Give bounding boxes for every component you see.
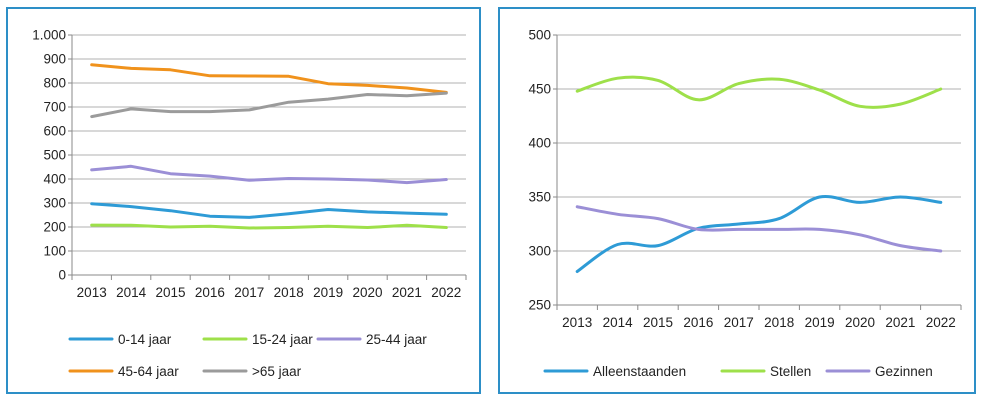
y-tick-label: 300 bbox=[528, 244, 551, 259]
x-tick-label: 2017 bbox=[234, 285, 264, 300]
y-tick-label: 300 bbox=[43, 196, 66, 211]
x-tick-label: 2014 bbox=[116, 285, 147, 300]
y-tick-label: 450 bbox=[528, 82, 551, 97]
series-line-25-44-jaar bbox=[90, 164, 448, 185]
x-tick-label: 2018 bbox=[274, 285, 304, 300]
x-tick-label: 2013 bbox=[562, 315, 592, 330]
x-tick-label: 2017 bbox=[724, 315, 754, 330]
series-line-65-jaar bbox=[90, 91, 448, 119]
y-tick-label: 500 bbox=[528, 28, 551, 43]
x-tick-label: 2013 bbox=[77, 285, 107, 300]
y-tick-label: 100 bbox=[43, 244, 66, 259]
legend-label-45-64-jaar: 45-64 jaar bbox=[118, 364, 179, 379]
x-tick-label: 2019 bbox=[805, 315, 835, 330]
y-tick-label: 400 bbox=[43, 172, 66, 187]
line-chart-age-groups: 0 100 200 300 400 500 600 700 800 900 1.000 2013 201… bbox=[32, 28, 467, 379]
legend-label-25-44-jaar: 25-44 jaar bbox=[366, 332, 427, 347]
y-tick-label: 1.000 bbox=[32, 28, 66, 43]
x-tick-label: 2015 bbox=[643, 315, 673, 330]
series-line-alleenstaanden bbox=[575, 194, 943, 274]
series-line-stellen bbox=[575, 75, 943, 109]
x-tick-label: 2022 bbox=[431, 285, 461, 300]
y-tick-label: 350 bbox=[528, 190, 551, 205]
line-chart-households: 250 300 350 400 450 500 2013 2014 2015 2016 2017 20… bbox=[528, 28, 962, 379]
x-tick-label: 2015 bbox=[155, 285, 185, 300]
series-line-gezinnen bbox=[575, 205, 943, 253]
y-tick-label: 200 bbox=[43, 220, 66, 235]
x-tick-label: 2016 bbox=[195, 285, 225, 300]
legend-label-stellen: Stellen bbox=[770, 364, 811, 379]
legend-label-15-24-jaar: 15-24 jaar bbox=[252, 332, 313, 347]
y-tick-label: 250 bbox=[528, 298, 551, 313]
legend-label-gezinnen: Gezinnen bbox=[875, 364, 933, 379]
x-tick-label: 2021 bbox=[392, 285, 422, 300]
y-tick-label: 400 bbox=[528, 136, 551, 151]
series-line-0-14-jaar bbox=[90, 202, 448, 219]
y-tick-label: 600 bbox=[43, 124, 66, 139]
legend-label-0-14-jaar: 0-14 jaar bbox=[118, 332, 172, 347]
y-tick-label: 0 bbox=[58, 268, 66, 283]
series-line-15-24-jaar bbox=[90, 223, 448, 230]
legend-label-65-jaar: >65 jaar bbox=[252, 364, 302, 379]
x-tick-label: 2016 bbox=[683, 315, 713, 330]
x-tick-label: 2014 bbox=[603, 315, 634, 330]
chart-panel-households: 250 300 350 400 450 500 2013 2014 2015 2016 2017 20… bbox=[498, 7, 976, 394]
x-tick-label: 2020 bbox=[845, 315, 875, 330]
y-tick-label: 900 bbox=[43, 52, 66, 67]
y-tick-label: 500 bbox=[43, 148, 66, 163]
y-tick-label: 800 bbox=[43, 76, 66, 91]
x-tick-label: 2018 bbox=[764, 315, 794, 330]
chart-panel-age-groups: 0 100 200 300 400 500 600 700 800 900 1.000 2013 201… bbox=[6, 7, 481, 394]
x-tick-label: 2019 bbox=[313, 285, 343, 300]
x-tick-label: 2021 bbox=[885, 315, 915, 330]
x-tick-label: 2020 bbox=[352, 285, 382, 300]
x-tick-label: 2022 bbox=[926, 315, 956, 330]
legend-label-alleenstaanden: Alleenstaanden bbox=[593, 364, 686, 379]
series-line-45-64-jaar bbox=[90, 63, 448, 94]
y-tick-label: 700 bbox=[43, 100, 66, 115]
